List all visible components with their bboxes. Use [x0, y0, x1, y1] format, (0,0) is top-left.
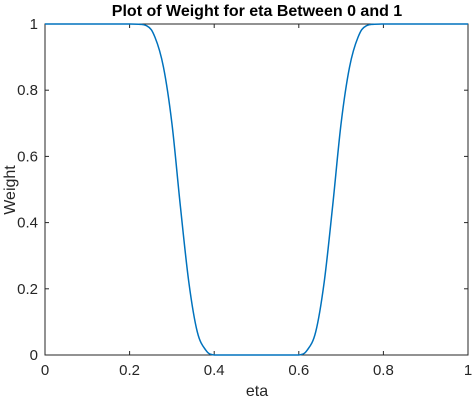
- chart-title: Plot of Weight for eta Between 0 and 1: [112, 3, 403, 20]
- x-tick-label: 0.2: [119, 362, 140, 379]
- axes-box: [44, 23, 469, 356]
- x-tick-label: 1: [464, 362, 472, 379]
- y-tick-label: 0.8: [17, 82, 38, 99]
- y-tick-label: 0.6: [17, 148, 38, 165]
- y-tick-label: 0: [30, 347, 38, 364]
- y-tick-label: 1: [30, 16, 38, 33]
- x-tick-label: 0: [41, 362, 49, 379]
- plot-area: 0 0.2 0.4 0.6 0.8 1 0 0.2 0.4 0.6 0.8 1: [17, 16, 472, 379]
- y-axis-label: Weight: [2, 165, 19, 215]
- x-tick-label: 0.8: [373, 362, 394, 379]
- x-tick-label: 0.6: [288, 362, 309, 379]
- x-axis-label: eta: [246, 383, 268, 400]
- y-tick-label: 0.2: [17, 281, 38, 298]
- x-tick-label: 0.4: [204, 362, 225, 379]
- y-tick-label: 0.4: [17, 215, 38, 232]
- weight-series-line: [44, 23, 468, 356]
